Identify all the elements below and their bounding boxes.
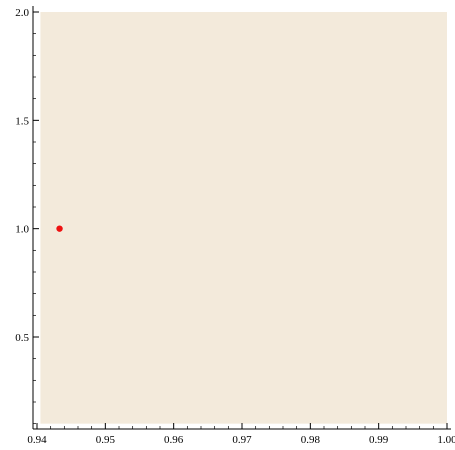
x-axis-ticks: 0.94 0.95 0.96 0.97 0.98 0.99 1.00: [27, 423, 455, 446]
x-tick-label: 0.98: [301, 434, 321, 446]
y-tick-label: 1.0: [15, 224, 29, 236]
x-tick-label: 0.95: [96, 434, 116, 446]
data-points: [56, 225, 63, 232]
x-tick-label: 1.00: [437, 434, 455, 446]
x-tick-label: 0.94: [27, 434, 47, 446]
y-tick-label: 1.5: [15, 115, 29, 127]
y-axis-ticks: 0.5 1.0 1.5 2.0: [15, 7, 39, 344]
x-tick-label: 0.97: [232, 434, 252, 446]
y-tick-label: 0.5: [15, 332, 29, 344]
shaded-region: [40, 12, 448, 424]
data-point: [56, 225, 63, 232]
y-tick-label: 2.0: [15, 7, 29, 19]
x-tick-label: 0.99: [369, 434, 389, 446]
x-tick-label: 0.96: [164, 434, 184, 446]
